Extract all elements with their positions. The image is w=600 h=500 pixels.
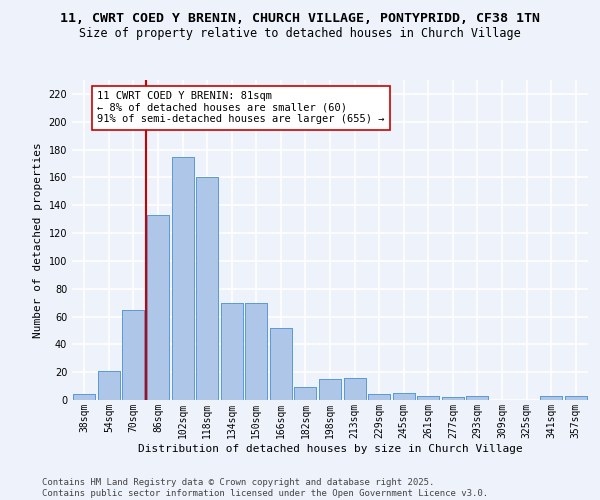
Bar [417, 396, 439, 400]
Bar [295, 388, 316, 400]
Bar [368, 394, 390, 400]
Bar [245, 302, 268, 400]
Bar [73, 394, 95, 400]
Bar [344, 378, 365, 400]
Bar [417, 396, 439, 400]
Bar [565, 396, 587, 400]
Bar [540, 396, 562, 400]
Bar [270, 328, 292, 400]
Bar [147, 215, 169, 400]
Bar [295, 388, 316, 400]
Text: Size of property relative to detached houses in Church Village: Size of property relative to detached ho… [79, 28, 521, 40]
Bar [147, 215, 169, 400]
Bar [245, 302, 268, 400]
Bar [196, 178, 218, 400]
Bar [565, 396, 587, 400]
Bar [319, 379, 341, 400]
Bar [122, 310, 145, 400]
Bar [392, 393, 415, 400]
Bar [196, 178, 218, 400]
Bar [319, 379, 341, 400]
Bar [270, 328, 292, 400]
Bar [172, 156, 194, 400]
Bar [368, 394, 390, 400]
Bar [98, 371, 120, 400]
Bar [466, 396, 488, 400]
Bar [540, 396, 562, 400]
Bar [172, 156, 194, 400]
Bar [221, 302, 243, 400]
Bar [392, 393, 415, 400]
Text: 11 CWRT COED Y BRENIN: 81sqm
← 8% of detached houses are smaller (60)
91% of sem: 11 CWRT COED Y BRENIN: 81sqm ← 8% of det… [97, 91, 385, 124]
Bar [442, 397, 464, 400]
Bar [98, 371, 120, 400]
Bar [221, 302, 243, 400]
X-axis label: Distribution of detached houses by size in Church Village: Distribution of detached houses by size … [137, 444, 523, 454]
Bar [442, 397, 464, 400]
Bar [73, 394, 95, 400]
Bar [344, 378, 365, 400]
Text: 11, CWRT COED Y BRENIN, CHURCH VILLAGE, PONTYPRIDD, CF38 1TN: 11, CWRT COED Y BRENIN, CHURCH VILLAGE, … [60, 12, 540, 26]
Bar [122, 310, 145, 400]
Y-axis label: Number of detached properties: Number of detached properties [33, 142, 43, 338]
Text: Contains HM Land Registry data © Crown copyright and database right 2025.
Contai: Contains HM Land Registry data © Crown c… [42, 478, 488, 498]
Bar [466, 396, 488, 400]
